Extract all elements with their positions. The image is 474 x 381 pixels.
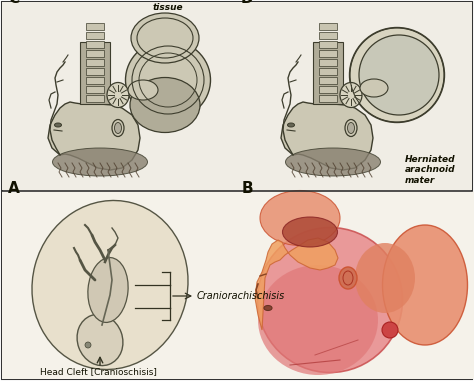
- Bar: [86, 50, 104, 57]
- Circle shape: [359, 35, 439, 115]
- Ellipse shape: [258, 265, 378, 375]
- Bar: [237, 191, 474, 379]
- Bar: [2, 2, 237, 190]
- Bar: [319, 59, 337, 66]
- Bar: [319, 77, 337, 84]
- Bar: [86, 59, 104, 66]
- Ellipse shape: [285, 148, 381, 176]
- Ellipse shape: [345, 120, 357, 136]
- Bar: [319, 23, 337, 30]
- Text: A: A: [8, 181, 20, 196]
- Text: Herniated
arachnoid
mater: Herniated arachnoid mater: [405, 155, 456, 185]
- Ellipse shape: [115, 123, 121, 133]
- Ellipse shape: [383, 225, 467, 345]
- Polygon shape: [48, 102, 140, 170]
- Ellipse shape: [107, 83, 129, 107]
- Bar: [86, 23, 104, 30]
- Bar: [319, 86, 337, 93]
- Ellipse shape: [257, 227, 402, 373]
- Bar: [86, 95, 104, 102]
- Ellipse shape: [360, 79, 388, 97]
- Polygon shape: [255, 238, 338, 330]
- Bar: [319, 41, 337, 48]
- Ellipse shape: [131, 13, 199, 63]
- Circle shape: [85, 342, 91, 348]
- Text: Craniorachischisis: Craniorachischisis: [197, 291, 285, 301]
- Ellipse shape: [130, 77, 200, 133]
- Ellipse shape: [88, 258, 128, 322]
- Text: D: D: [241, 0, 254, 6]
- Ellipse shape: [283, 217, 337, 247]
- Bar: [86, 41, 104, 48]
- Bar: [86, 86, 104, 93]
- Ellipse shape: [347, 123, 355, 133]
- Polygon shape: [281, 102, 373, 170]
- Ellipse shape: [55, 123, 62, 127]
- Text: B: B: [242, 181, 254, 196]
- Bar: [86, 68, 104, 75]
- Ellipse shape: [126, 40, 210, 120]
- Ellipse shape: [77, 314, 123, 366]
- Ellipse shape: [32, 200, 188, 370]
- Ellipse shape: [260, 190, 340, 245]
- Bar: [86, 77, 104, 84]
- Ellipse shape: [53, 148, 147, 176]
- Ellipse shape: [355, 243, 415, 313]
- Ellipse shape: [264, 306, 272, 311]
- Ellipse shape: [112, 120, 124, 136]
- Bar: [2, 191, 237, 379]
- Text: Herniated
brain
tissue: Herniated brain tissue: [143, 0, 193, 12]
- Bar: [237, 2, 472, 190]
- Bar: [319, 68, 337, 75]
- Ellipse shape: [128, 80, 158, 100]
- Ellipse shape: [340, 83, 362, 107]
- Ellipse shape: [339, 267, 357, 289]
- Ellipse shape: [288, 123, 294, 127]
- Bar: [313, 42, 343, 104]
- Ellipse shape: [349, 27, 445, 123]
- Text: C: C: [8, 0, 19, 6]
- Bar: [319, 32, 337, 39]
- Text: Head Cleft [Cranioschisis]: Head Cleft [Cranioschisis]: [40, 368, 157, 376]
- Bar: [319, 95, 337, 102]
- Bar: [80, 42, 110, 104]
- Bar: [86, 32, 104, 39]
- Circle shape: [382, 322, 398, 338]
- Bar: [319, 50, 337, 57]
